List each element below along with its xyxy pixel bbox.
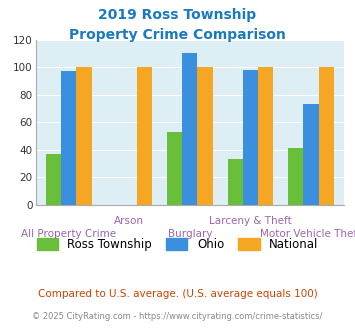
Text: All Property Crime: All Property Crime — [21, 229, 116, 239]
Text: Compared to U.S. average. (U.S. average equals 100): Compared to U.S. average. (U.S. average … — [38, 289, 317, 299]
Bar — [76, 67, 92, 205]
Legend: Ross Township, Ohio, National: Ross Township, Ohio, National — [32, 233, 323, 255]
Bar — [319, 67, 334, 205]
Text: 2019 Ross Township: 2019 Ross Township — [98, 8, 257, 22]
Text: Larceny & Theft: Larceny & Theft — [209, 216, 292, 226]
Text: Motor Vehicle Theft: Motor Vehicle Theft — [261, 229, 355, 239]
Text: Arson: Arson — [114, 216, 144, 226]
Bar — [182, 53, 197, 205]
Text: Burglary: Burglary — [168, 229, 212, 239]
Bar — [258, 67, 273, 205]
Bar — [228, 159, 243, 205]
Bar — [46, 154, 61, 205]
Bar — [197, 67, 213, 205]
Bar — [243, 70, 258, 205]
Text: © 2025 CityRating.com - https://www.cityrating.com/crime-statistics/: © 2025 CityRating.com - https://www.city… — [32, 312, 323, 321]
Bar — [288, 148, 304, 205]
Bar — [137, 67, 152, 205]
Bar — [61, 71, 76, 205]
Bar — [167, 132, 182, 205]
Text: Property Crime Comparison: Property Crime Comparison — [69, 28, 286, 42]
Bar — [304, 104, 319, 205]
